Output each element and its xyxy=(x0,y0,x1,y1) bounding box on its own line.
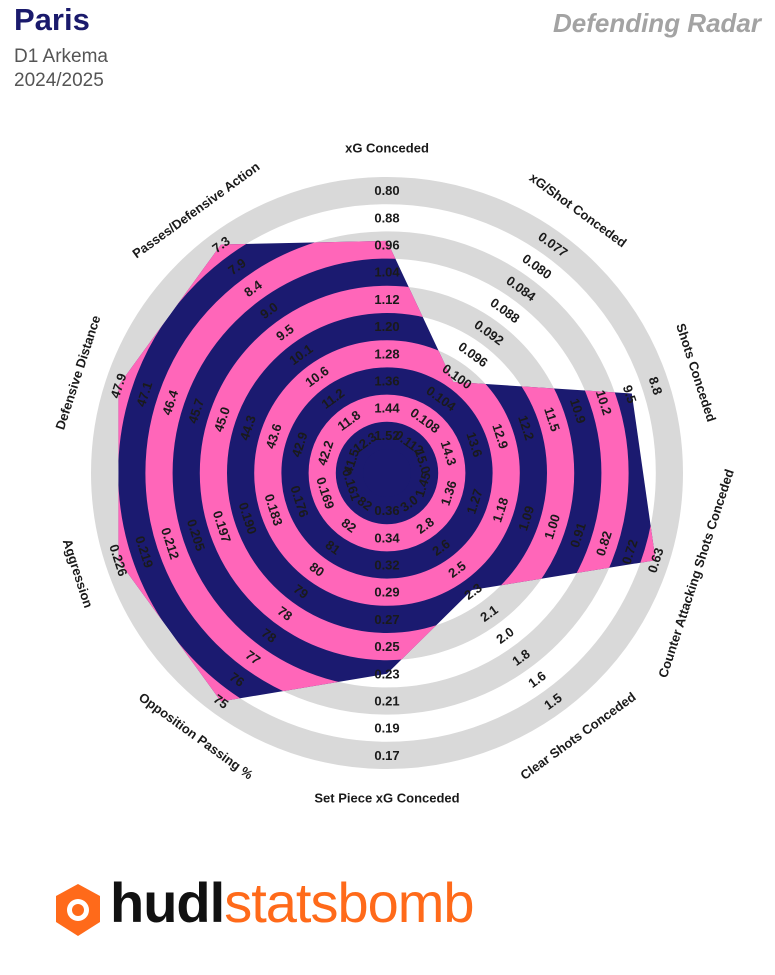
tick-label: 78 xyxy=(275,603,296,624)
tick-label: 13.6 xyxy=(463,430,485,459)
tick-label: 0.32 xyxy=(374,558,399,573)
axis-label: Set Piece xG Conceded xyxy=(314,791,459,806)
tick-label: 9.5 xyxy=(620,383,640,405)
tick-label: 45.7 xyxy=(185,397,207,426)
value-polygon-fill xyxy=(118,240,656,702)
tick-label: 1.09 xyxy=(515,504,537,533)
tick-label: 1.36 xyxy=(438,479,460,508)
tick-label: 0.29 xyxy=(374,585,399,600)
center-circle xyxy=(363,449,411,497)
tick-label: 0.21 xyxy=(374,694,399,709)
tick-label: 0.23 xyxy=(374,666,399,681)
tick-label: 75 xyxy=(211,691,232,712)
tick-label: 41.5 xyxy=(340,447,362,476)
axis-label: Shots Conceded xyxy=(673,321,719,423)
tick-label: 8.8 xyxy=(646,375,666,397)
tick-label: 43.6 xyxy=(263,422,285,451)
polygon-pink-band xyxy=(254,340,520,606)
tick-label: 15.0 xyxy=(412,447,434,476)
tick-label: 76 xyxy=(227,669,248,690)
tick-label: 44.3 xyxy=(237,413,259,442)
tick-label: 1.52 xyxy=(374,428,399,443)
tick-label: 0.80 xyxy=(374,183,399,198)
tick-label: 82 xyxy=(339,515,360,536)
tick-label: 0.72 xyxy=(619,538,641,567)
tick-label: 12.2 xyxy=(515,413,537,442)
tick-label: 78 xyxy=(259,625,280,646)
tick-label: 0.88 xyxy=(374,210,399,225)
tick-label: 42.2 xyxy=(314,439,336,468)
tick-label: 0.91 xyxy=(567,521,589,550)
tick-label: 0.36 xyxy=(374,503,399,518)
axis-label: Aggression xyxy=(60,537,96,610)
tick-label: 79 xyxy=(291,581,312,602)
season-label: 2024/2025 xyxy=(14,70,104,91)
tick-label: 0.63 xyxy=(645,546,667,575)
tick-label: 1.28 xyxy=(374,346,399,361)
polygon-pink-band xyxy=(199,285,575,661)
tick-label: 1.36 xyxy=(374,374,399,389)
tick-label: 1.27 xyxy=(463,487,485,516)
tick-label: 1.6 xyxy=(525,668,548,691)
tick-label: 10.9 xyxy=(567,397,589,426)
tick-label: 0.34 xyxy=(374,530,400,545)
competition-name: D1 Arkema xyxy=(14,46,108,67)
tick-label: 1.45 xyxy=(412,470,434,499)
tick-label: 45.0 xyxy=(211,405,233,434)
statsbomb-badge-icon xyxy=(56,884,100,936)
tick-label: 1.18 xyxy=(489,495,511,524)
tick-label: 77 xyxy=(243,647,264,668)
tick-label: 81 xyxy=(323,537,344,558)
tick-label: 1.04 xyxy=(374,265,400,280)
polygon-pink-band xyxy=(308,394,466,552)
tick-label: 0.19 xyxy=(374,721,399,736)
logo-text-statsbomb: statsbomb xyxy=(224,871,474,934)
axis-label: Defensive Distance xyxy=(52,314,103,432)
tick-label: 82 xyxy=(355,493,376,514)
tick-label: 47.9 xyxy=(107,371,129,400)
grey-ring xyxy=(91,177,683,769)
tick-label: 0.27 xyxy=(374,612,399,627)
radar-title: Defending Radar xyxy=(552,8,761,38)
tick-label: 1.44 xyxy=(374,401,400,416)
tick-label: 0.25 xyxy=(374,639,399,654)
tick-label: 1.20 xyxy=(374,319,399,334)
tick-label: 0.17 xyxy=(374,748,399,763)
tick-label: 47.1 xyxy=(133,380,155,409)
tick-label: 10.2 xyxy=(593,388,615,417)
tick-label: 2.0 xyxy=(493,624,516,647)
team-name: Paris xyxy=(14,2,90,37)
logo-text-hudl: hudl xyxy=(110,871,225,934)
tick-label: 1.12 xyxy=(374,292,399,307)
tick-label: 80 xyxy=(307,559,328,580)
tick-label: 14.3 xyxy=(438,439,460,468)
tick-label: 42.9 xyxy=(288,430,310,459)
tick-label: 12.9 xyxy=(489,422,511,451)
tick-label: 11.5 xyxy=(541,405,563,433)
axis-label: xG Conceded xyxy=(345,141,429,156)
tick-label: 1.00 xyxy=(541,512,563,541)
tick-label: 0.96 xyxy=(374,238,399,253)
tick-label: 0.82 xyxy=(593,529,615,558)
